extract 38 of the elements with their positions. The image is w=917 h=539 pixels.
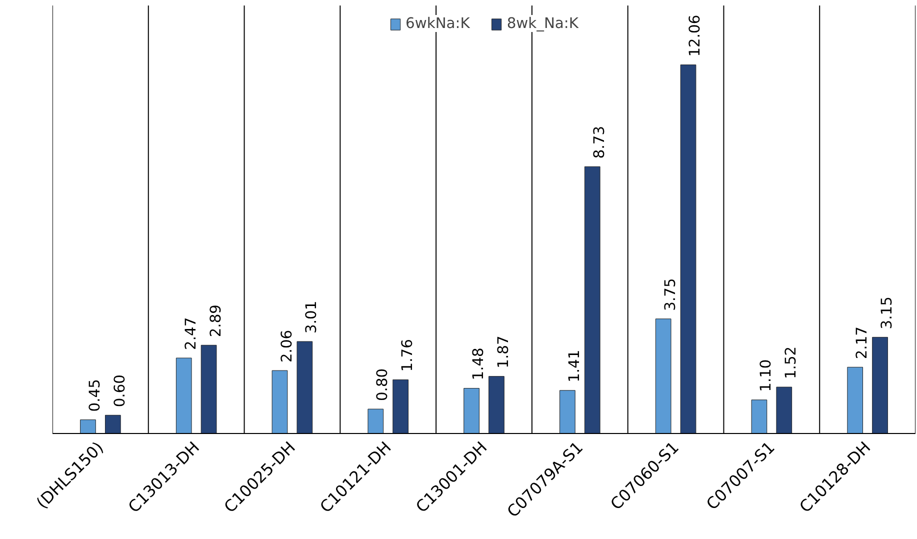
bar [296, 341, 313, 434]
data-label: 3.15 [878, 296, 896, 330]
bar [272, 370, 288, 434]
data-label: 2.47 [182, 317, 200, 350]
data-label: 12.06 [686, 14, 704, 57]
legend-label: 8wk_Na:K [506, 15, 578, 32]
bar [80, 419, 96, 434]
data-label: 3.01 [303, 300, 320, 334]
bar [776, 386, 792, 434]
bar [200, 344, 217, 434]
data-label: 0.45 [86, 379, 104, 412]
data-label: 1.41 [566, 350, 583, 382]
data-label: 3.75 [662, 278, 679, 311]
data-label: 1.48 [470, 348, 488, 380]
data-label: 1.10 [758, 359, 775, 392]
bar [368, 408, 384, 434]
data-label: 8.73 [590, 126, 608, 159]
bar [488, 376, 504, 434]
legend-label: 6wkNa:K [406, 15, 470, 32]
data-label: 1.52 [782, 346, 800, 380]
bar [751, 400, 768, 434]
data-label: 1.76 [399, 339, 416, 372]
bar [872, 336, 888, 434]
bar [560, 390, 576, 434]
bar [655, 318, 672, 434]
bar [584, 166, 600, 434]
data-label: 0.80 [374, 368, 392, 402]
bar [847, 366, 864, 434]
bar [392, 379, 408, 434]
bar [680, 64, 696, 434]
data-label: 2.17 [854, 326, 871, 360]
bar [464, 388, 480, 434]
data-label: 0.60 [111, 374, 128, 408]
bar [104, 414, 121, 434]
data-label: 2.89 [207, 304, 224, 338]
data-label: 2.06 [278, 330, 296, 363]
bar [176, 358, 192, 434]
data-label: 1.87 [494, 336, 512, 368]
